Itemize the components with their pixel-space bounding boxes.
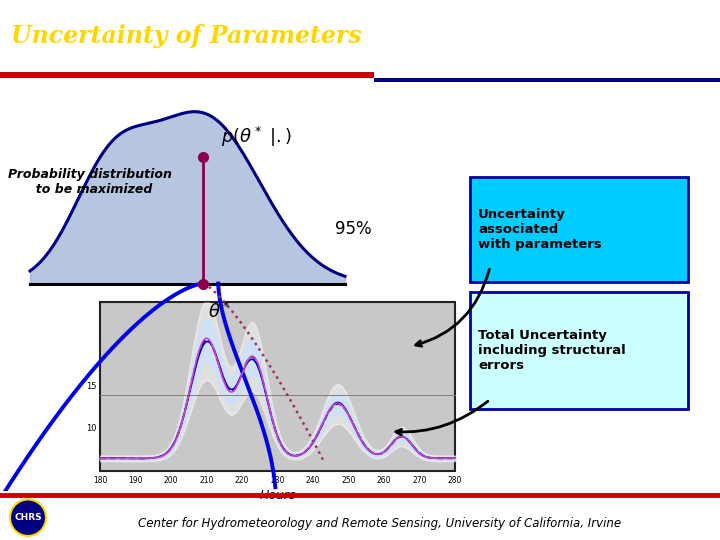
Text: 250: 250 — [341, 476, 356, 485]
Text: $\theta^*$: $\theta^*$ — [208, 301, 231, 322]
Text: CHRS: CHRS — [14, 513, 42, 522]
Text: 200: 200 — [163, 476, 179, 485]
Bar — [374, 78, 720, 82]
Text: Uncertainty
associated
with parameters: Uncertainty associated with parameters — [478, 207, 602, 251]
Text: Uncertainty of Parameters: Uncertainty of Parameters — [11, 24, 361, 49]
Text: 280: 280 — [448, 476, 462, 485]
Text: 95%: 95% — [335, 220, 372, 238]
Bar — [470, 292, 688, 409]
Bar — [100, 301, 455, 471]
Text: 230: 230 — [270, 476, 284, 485]
Text: 240: 240 — [306, 476, 320, 485]
Text: $p(\theta^*\ |.)$: $p(\theta^*\ |.)$ — [221, 125, 292, 148]
Text: 190: 190 — [128, 476, 143, 485]
Text: 210: 210 — [199, 476, 214, 485]
Text: 260: 260 — [377, 476, 391, 485]
Circle shape — [10, 500, 46, 536]
Text: Total Uncertainty
including structural
errors: Total Uncertainty including structural e… — [478, 329, 626, 372]
Text: 270: 270 — [413, 476, 427, 485]
Text: 10: 10 — [86, 424, 97, 434]
Text: 220: 220 — [235, 476, 249, 485]
Text: Center for Hydrometeorology and Remote Sensing, University of California, Irvine: Center for Hydrometeorology and Remote S… — [138, 517, 621, 530]
Text: Hours: Hours — [259, 489, 296, 502]
Text: 180: 180 — [93, 476, 107, 485]
Text: Probability distribution
  to be maximized: Probability distribution to be maximized — [8, 167, 172, 195]
Text: 15: 15 — [86, 382, 97, 391]
Bar — [0, 72, 374, 78]
Bar — [470, 177, 688, 281]
